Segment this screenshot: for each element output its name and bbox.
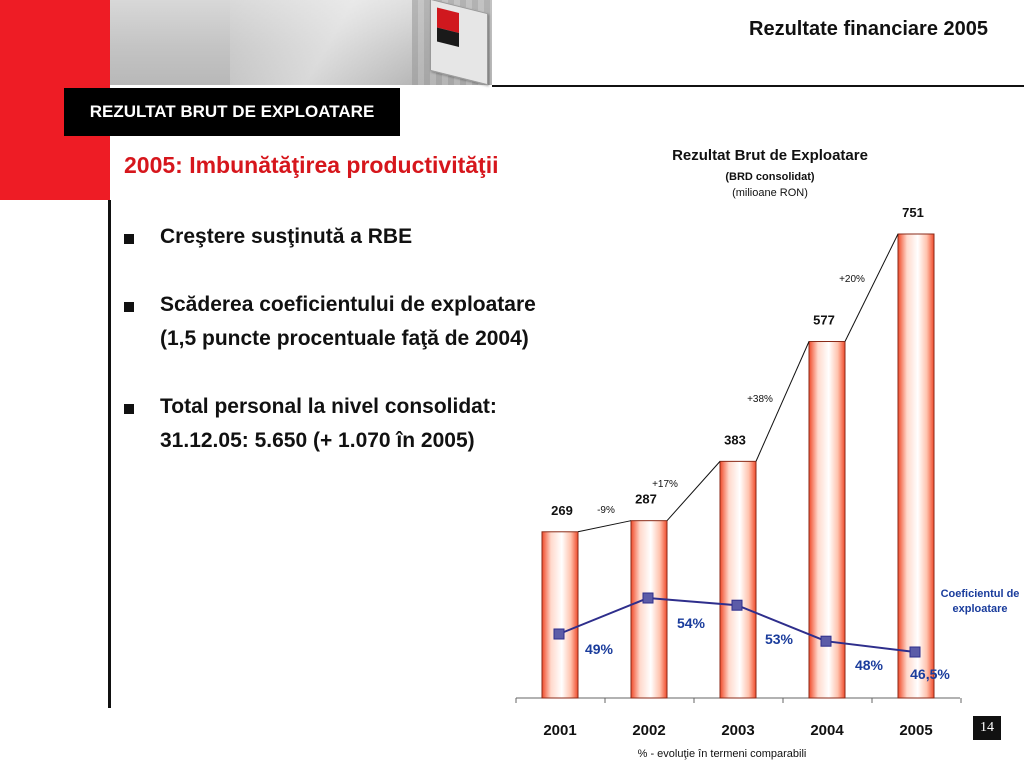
coefficient-label: 53% — [765, 631, 794, 647]
growth-connector — [755, 341, 810, 462]
page-title: Rezultate financiare 2005 — [749, 18, 988, 40]
coefficient-marker — [909, 646, 921, 658]
chart-units: (milioane RON) — [732, 187, 808, 199]
x-tick-label: 2001 — [543, 722, 576, 739]
growth-label: -9% — [597, 505, 615, 516]
x-tick-label: 2002 — [632, 722, 665, 739]
bullet-text: Scăderea coeficientului de exploatare (1… — [160, 293, 536, 350]
x-tick-label: 2005 — [899, 722, 932, 739]
coefficient-label: 48% — [855, 657, 884, 673]
coefficient-label: 46,5% — [910, 666, 950, 682]
chart-subtitle: (BRD consolidat) — [725, 171, 815, 183]
coefficient-marker — [553, 628, 565, 640]
bar-value-label: 751 — [902, 205, 924, 220]
chart-title: Rezultat Brut de Exploatare — [672, 147, 868, 164]
coefficient-marker — [731, 599, 743, 611]
bar-value-label: 383 — [724, 432, 746, 447]
section-badge: REZULTAT BRUT DE EXPLOATARE — [64, 88, 400, 136]
bar-2002 — [630, 520, 668, 699]
x-tick-label: 2004 — [810, 722, 844, 739]
coefficient-marker — [820, 635, 832, 647]
bullet-item: Total personal la nivel consolidat: 31.1… — [122, 390, 552, 458]
bullet-text: Total personal la nivel consolidat: 31.1… — [160, 395, 497, 452]
bar-2005 — [897, 233, 935, 699]
bar-2001 — [541, 531, 579, 699]
header-rule — [492, 85, 1024, 87]
growth-connector — [844, 233, 899, 342]
vertical-divider — [108, 200, 111, 708]
slide-subtitle: 2005: Imbunătăţirea productivităţii — [124, 152, 499, 178]
growth-label: +20% — [839, 274, 865, 285]
bullet-item: Scăderea coeficientului de exploatare (1… — [122, 288, 552, 356]
line-series-legend: Coeficientul de exploatare — [940, 588, 1020, 615]
growth-connector — [666, 461, 721, 522]
bullet-square-icon — [124, 404, 134, 414]
bullet-square-icon — [124, 234, 134, 244]
bullet-list: Creştere susţinută a RBE Scăderea coefic… — [122, 220, 552, 458]
bullet-item: Creştere susţinută a RBE — [122, 220, 552, 254]
bullet-text: Creştere susţinută a RBE — [160, 225, 413, 248]
page-number: 14 — [973, 716, 1001, 740]
bar-value-label: 287 — [635, 492, 657, 507]
coefficient-marker — [642, 592, 654, 604]
x-tick-label: 2003 — [721, 722, 754, 739]
bar-value-label: 269 — [551, 503, 573, 518]
chart-footnote: % - evoluţie în termeni comparabili — [637, 748, 807, 760]
coefficient-label: 49% — [585, 641, 614, 657]
bullet-square-icon — [124, 302, 134, 312]
growth-connector — [577, 520, 632, 533]
coefficient-label: 54% — [677, 615, 706, 631]
growth-label: +17% — [652, 479, 678, 490]
bar-value-label: 577 — [813, 313, 835, 328]
bar-2003 — [719, 460, 757, 699]
growth-label: +38% — [747, 394, 773, 405]
